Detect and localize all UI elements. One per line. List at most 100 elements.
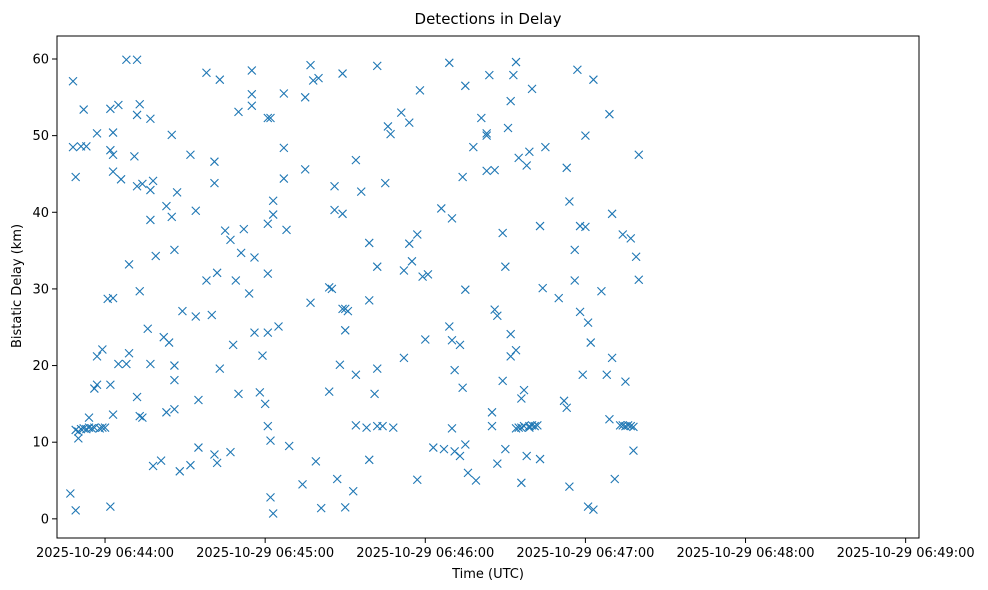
data-point-marker [327, 284, 337, 294]
data-point-marker [532, 420, 542, 430]
data-point-marker [260, 399, 270, 409]
data-point-marker [364, 296, 374, 305]
x-tick-label: 2025-10-29 06:48:00 [676, 546, 814, 561]
data-point-marker [338, 69, 347, 78]
data-point-marker [300, 92, 310, 102]
data-point-marker [372, 364, 382, 374]
data-point-marker [436, 204, 446, 213]
data-point-marker [306, 298, 315, 308]
data-point-marker [268, 196, 278, 206]
data-point-marker [247, 101, 257, 111]
data-point-marker [247, 66, 257, 75]
data-point-marker [274, 322, 283, 331]
data-point-marker [602, 370, 612, 380]
data-point-marker [589, 505, 598, 515]
data-point-marker [212, 268, 222, 278]
data-point-marker [194, 395, 203, 405]
data-point-marker [356, 187, 366, 196]
data-point-marker [524, 147, 534, 157]
data-point-marker [105, 145, 115, 155]
data-point-marker [178, 306, 187, 316]
data-point-marker [97, 345, 107, 354]
x-tick-label: 2025-10-29 06:47:00 [516, 546, 654, 561]
x-tick-label: 2025-10-29 06:46:00 [356, 546, 494, 561]
data-point-marker [146, 185, 155, 195]
data-point-marker [108, 128, 118, 137]
data-point-marker [306, 60, 315, 70]
data-point-marker [586, 338, 596, 347]
data-point-marker [228, 340, 238, 350]
y-tick-label: 0 [41, 512, 49, 527]
data-point-marker [172, 187, 182, 197]
data-point-marker [113, 100, 123, 110]
data-point-marker [156, 456, 166, 465]
data-point-marker [340, 325, 350, 335]
data-point-marker [503, 123, 513, 133]
data-point-marker [263, 219, 273, 229]
data-point-marker [135, 411, 145, 421]
data-point-marker [372, 61, 382, 71]
x-axis-label: Time (UTC) [451, 567, 524, 582]
data-point-marker [135, 99, 145, 109]
data-point-marker [79, 105, 89, 114]
y-tick-label: 50 [32, 129, 49, 144]
x-axis: 2025-10-29 06:44:00 2025-10-29 06:45:00 20… [36, 538, 975, 561]
data-point-marker [138, 179, 147, 189]
data-point-marker [511, 345, 521, 355]
data-point-marker [132, 55, 142, 65]
data-point-marker [170, 375, 179, 385]
x-tick-label: 2025-10-29 06:45:00 [196, 546, 334, 561]
data-point-marker [210, 157, 219, 167]
data-point-marker [565, 482, 574, 492]
data-point-marker [492, 311, 502, 321]
data-point-marker [300, 164, 310, 174]
data-point-marker [263, 269, 273, 278]
data-point-marker [164, 338, 174, 347]
data-point-marker [396, 108, 406, 118]
data-point-marker [92, 128, 102, 138]
data-point-marker [527, 84, 537, 94]
data-point-marker [538, 283, 548, 293]
data-point-marker [255, 387, 265, 397]
data-point-marker [71, 172, 81, 182]
data-point-marker [108, 293, 118, 303]
points-layer [65, 55, 644, 518]
data-point-marker [215, 364, 225, 374]
data-point-marker [116, 174, 126, 184]
data-point-marker [130, 151, 139, 161]
data-point-marker [621, 377, 630, 387]
data-point-marker [554, 293, 564, 303]
data-point-marker [487, 421, 497, 431]
data-point-marker [194, 443, 203, 452]
data-point-marker [151, 251, 161, 261]
data-point-marker [418, 272, 428, 282]
data-point-marker [167, 212, 177, 222]
data-point-marker [447, 335, 457, 345]
data-point-marker [207, 310, 217, 320]
data-point-marker [634, 275, 644, 285]
data-point-marker [314, 73, 323, 83]
data-point-marker [138, 413, 147, 423]
data-point-marker [386, 129, 395, 139]
data-point-marker [338, 304, 347, 314]
data-point-marker [330, 205, 339, 215]
y-axis: 0 10 20 30 40 50 60 [32, 52, 57, 527]
data-point-marker [476, 113, 486, 123]
data-point-marker [420, 335, 430, 344]
data-point-marker [482, 131, 492, 141]
data-point-marker [516, 478, 526, 488]
data-point-marker [370, 389, 379, 399]
y-tick-label: 20 [32, 359, 49, 374]
data-point-marker [226, 447, 235, 457]
data-point-marker [148, 461, 158, 471]
data-point-marker [284, 441, 294, 451]
data-point-marker [378, 421, 387, 431]
data-point-marker [460, 285, 470, 295]
data-point-marker [583, 502, 593, 511]
data-point-marker [444, 58, 454, 68]
data-point-marker [439, 444, 449, 454]
data-point-marker [626, 421, 636, 431]
data-point-marker [124, 348, 134, 358]
data-point-marker [148, 176, 158, 186]
data-point-marker [132, 392, 142, 402]
